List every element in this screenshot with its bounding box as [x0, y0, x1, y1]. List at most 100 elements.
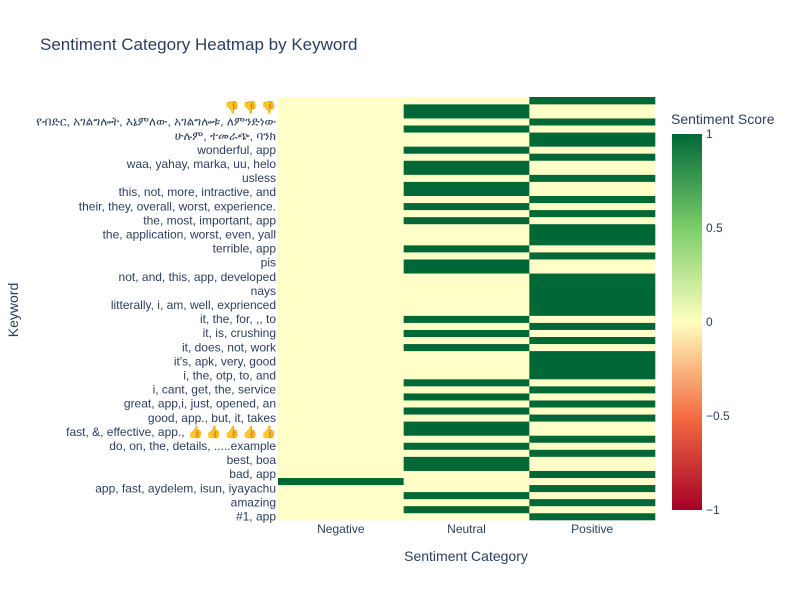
heatmap-cell [529, 350, 656, 359]
heatmap-cell [403, 463, 530, 471]
heatmap-cell [529, 470, 656, 478]
heatmap-cell [278, 491, 404, 500]
y-tick-label: litterally, i, am, well, exprienced [111, 298, 276, 312]
heatmap-cell [529, 181, 656, 189]
heatmap-cell [403, 315, 530, 323]
heatmap-cell [403, 216, 530, 225]
y-tick-label: it, does, not, work [182, 340, 277, 354]
x-tick-label: Negative [317, 522, 365, 536]
heatmap-cell [403, 379, 530, 387]
y-axis-title: Keyword [5, 283, 21, 337]
heatmap-cell [278, 223, 404, 232]
heatmap-cell [529, 97, 656, 105]
heatmap-cell [403, 238, 530, 246]
heatmap-cell [529, 153, 656, 161]
heatmap-cell [403, 371, 530, 380]
heatmap-cell [529, 336, 656, 345]
heatmap-cell [529, 195, 656, 204]
heatmap-cell [403, 252, 530, 260]
colorbar-ticks: 1 0.5 0 −0.5 −1 [706, 127, 730, 517]
heatmap-cell [529, 414, 656, 422]
heatmap-cell [403, 209, 530, 218]
heatmap-cell [278, 118, 404, 126]
heatmap-cell [278, 393, 404, 401]
heatmap-cell [278, 315, 404, 323]
heatmap-cell [403, 266, 530, 274]
y-tick-label: it, is, crushing [203, 326, 276, 340]
heatmap-cell [278, 301, 404, 309]
y-tick-label: best, boa [227, 453, 277, 467]
heatmap-cell [529, 230, 656, 239]
y-tick-label: nays [251, 284, 276, 298]
heatmap-cell [278, 357, 404, 366]
heatmap-cell [403, 435, 530, 443]
heatmap-cell [278, 322, 404, 330]
heatmap-cell [403, 111, 530, 119]
heatmap-cell [403, 139, 530, 147]
heatmap-cell [529, 146, 656, 154]
heatmap-cell [403, 132, 530, 140]
heatmap-cell [403, 195, 530, 204]
y-tick-label: i, cant, get, the, service [153, 383, 277, 397]
heatmap-cell [403, 491, 530, 500]
heatmap-cell [278, 259, 404, 267]
heatmap-cell [403, 280, 530, 288]
heatmap-cell [529, 463, 656, 471]
heatmap-cell [278, 238, 404, 246]
y-tick-label: waa, yahay, marka, uu, helo [126, 157, 277, 171]
heatmap-cell [403, 364, 530, 373]
heatmap-cell [278, 435, 404, 443]
y-tick-label: bad, app [229, 467, 276, 481]
heatmap-cell [403, 160, 530, 168]
heatmap-cell [403, 357, 530, 366]
heatmap-cell [278, 308, 404, 316]
heatmap-cell [278, 379, 404, 387]
heatmap-cell [403, 104, 530, 112]
colorbar-tick-label: 0.5 [706, 221, 723, 235]
y-tick-label: amazing [231, 495, 276, 509]
heatmap-cell [403, 329, 530, 337]
heatmap-cell [278, 160, 404, 168]
colorbar-tick-label: −0.5 [706, 409, 730, 423]
heatmap-cell [529, 294, 656, 302]
heatmap-cell [278, 181, 404, 189]
heatmap-cell [529, 364, 656, 373]
heatmap-cell [529, 442, 656, 450]
heatmap-cell [278, 512, 404, 521]
heatmap-cell [529, 421, 656, 429]
heatmap-cell [403, 350, 530, 359]
y-tick-label: ሁሉም, ተመራጭ, ባንክ [175, 129, 276, 143]
heatmap-cell [403, 477, 530, 486]
heatmap-cell [403, 287, 530, 295]
heatmap-cell [278, 252, 404, 260]
heatmap-cell [403, 336, 530, 345]
y-tick-label: good, app., but, it, takes [148, 411, 276, 425]
heatmap-cell [403, 273, 530, 281]
heatmap-cell [278, 329, 404, 337]
heatmap-cell [278, 287, 404, 295]
heatmap-cell [278, 400, 404, 408]
heatmap-cell [529, 238, 656, 246]
heatmap-cell [403, 386, 530, 394]
colorbar-tick-label: −1 [706, 503, 720, 517]
heatmap-cell [278, 350, 404, 359]
heatmap-cell [403, 393, 530, 401]
heatmap-cell [403, 202, 530, 211]
x-axis-title: Sentiment Category [404, 548, 528, 564]
heatmap-cell [529, 379, 656, 387]
heatmap-cell [529, 202, 656, 211]
y-tick-label: የብድር, አገልግሎት, እኔምለው, አገልግሎቱ, ለምንድነው [36, 115, 276, 129]
heatmap-cell [529, 252, 656, 260]
heatmap-cell [278, 139, 404, 147]
heatmap-cell [278, 449, 404, 457]
heatmap-cell [529, 125, 656, 133]
heatmap-cell [403, 146, 530, 154]
heatmap-cell [529, 357, 656, 366]
y-tick-label: terrible, app [213, 242, 277, 256]
heatmap-cell [529, 393, 656, 401]
x-tick-label: Neutral [447, 522, 486, 536]
heatmap-cell [278, 146, 404, 154]
heatmap-cell [403, 498, 530, 507]
heatmap-cells [278, 97, 656, 521]
